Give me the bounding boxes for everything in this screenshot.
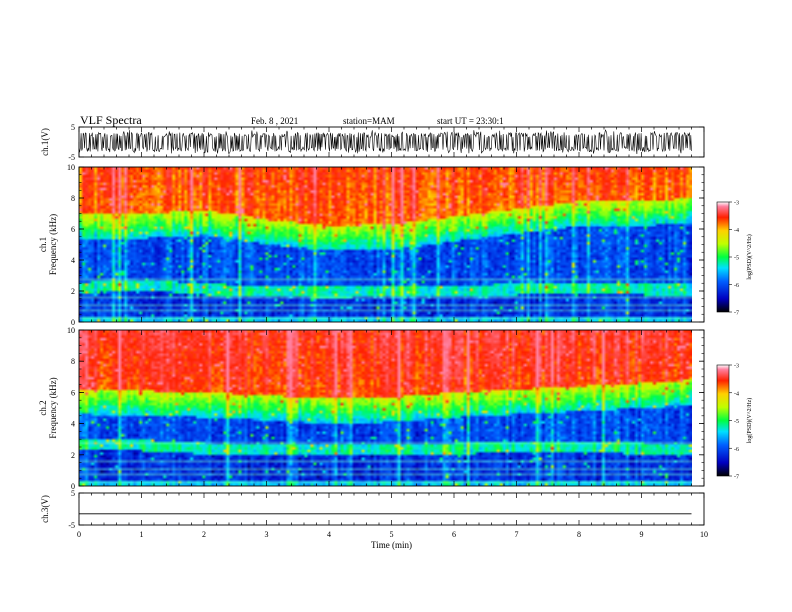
ch1-spectrogram-colorbar-tick-label: -4 — [734, 228, 739, 234]
ch1-spectrogram-colorbar — [716, 201, 730, 313]
ch3-y-tick-label: -5 — [68, 521, 75, 530]
x-tick-label: 9 — [640, 530, 644, 539]
start-time-label: start UT = 23:30:1 — [437, 116, 504, 126]
x-tick-label: 10 — [700, 530, 708, 539]
time-axis: 0 1 2 3 4 5 6 7 8 9 10 Time (min) — [77, 530, 708, 550]
ch2-spectrogram-colorbar-tick-label: -4 — [734, 391, 739, 397]
ch1-spectrogram-y-tick-label: 10 — [67, 163, 75, 172]
ch2-spectrogram-colorbar-tick-label: -7 — [734, 475, 739, 481]
ch2-spectrogram-colorbar-tick-label: -3 — [734, 364, 739, 370]
ch1-spectrogram-y-tick-label: 6 — [71, 225, 75, 234]
ch2-spectrogram-y-tick-label: 6 — [71, 388, 75, 397]
x-tick-label: 4 — [327, 530, 331, 539]
x-tick-label: 2 — [202, 530, 206, 539]
figure-title: VLF Spectra — [80, 113, 142, 127]
ch2-spectrogram-colorbar — [716, 364, 730, 477]
ch2-spectrogram-y-tick-label: 8 — [71, 357, 75, 366]
ch2-spectrogram-y-tick-label: 10 — [67, 326, 75, 335]
ch1-spectrogram-y-tick-label: 0 — [71, 318, 75, 327]
ch1-spectrogram-colorbar-tick-label: -5 — [734, 256, 739, 262]
date-label: Feb. 8 , 2021 — [251, 116, 299, 126]
ch1-spectrogram-colorbar-label: log(PSD)(V^2/Hz) — [746, 234, 753, 279]
ch1-waveform-panel: 5 -5 ch.1(V) — [40, 123, 705, 162]
ch2-spectrogram-ylabel-channel: ch.2 — [38, 400, 48, 415]
ch1-spectrogram-y-tick-label: 4 — [71, 256, 75, 265]
x-tick-label: 8 — [577, 530, 581, 539]
ch1-spectrogram-heatmap — [79, 167, 692, 322]
x-axis-label: Time (min) — [371, 540, 412, 550]
colorbars: -3 -4 -5 -6 -7 log(PSD)(V^2/Hz) -3 -4 -5 -6 -7 log(… — [716, 201, 753, 481]
ch2-spectrogram-colorbar-tick-label: -6 — [734, 447, 739, 453]
ch2-spectrogram-colorbar-tick-label: -5 — [734, 419, 739, 425]
ch2-spectrogram-y-tick-label: 0 — [71, 482, 75, 491]
ch2-spectrogram-y-tick-label: 4 — [71, 420, 75, 429]
ch1-waveform-ylabel: ch.1(V) — [40, 128, 50, 156]
station-label: station=MAM — [343, 116, 395, 126]
ch1-spectrogram-colorbar-tick-label: -6 — [734, 283, 739, 289]
x-tick-label: 6 — [452, 530, 456, 539]
ch1-y-tick-label: 5 — [71, 123, 75, 132]
ch1-spectrogram-colorbar-tick-label: -3 — [734, 201, 739, 207]
ch1-spectrogram-ylabel-frequency: Frequency (kHz) — [48, 214, 58, 275]
ch3-waveform-ylabel: ch.3(V) — [40, 495, 50, 523]
ch2-spectrogram-y-tick-label: 2 — [71, 451, 75, 460]
ch2-spectrogram-panel: 0 2 4 6 8 10 ch.2 Frequency (kHz) — [38, 326, 705, 491]
ch3-y-tick-label: 5 — [71, 489, 75, 498]
ch2-spectrogram-heatmap — [79, 330, 692, 486]
x-tick-label: 1 — [140, 530, 144, 539]
ch1-y-tick-label: -5 — [68, 153, 75, 162]
ch1-spectrogram-y-tick-label: 2 — [71, 287, 75, 296]
ch3-waveform-panel: 5 -5 ch.3(V) — [40, 489, 705, 530]
ch1-spectrogram-panel: 0 2 4 6 8 10 ch.1 Frequency (kHz) — [38, 163, 705, 327]
ch2-spectrogram-ylabel-frequency: Frequency (kHz) — [48, 377, 58, 438]
ch1-spectrogram-ylabel-channel: ch.1 — [38, 237, 48, 252]
x-tick-label: 3 — [265, 530, 269, 539]
ch1-spectrogram-colorbar-tick-label: -7 — [734, 311, 739, 317]
x-tick-label: 5 — [390, 530, 394, 539]
ch1-spectrogram-y-tick-label: 8 — [71, 194, 75, 203]
x-tick-label: 0 — [77, 530, 81, 539]
ch2-spectrogram-colorbar-label: log(PSD)(V^2/Hz) — [746, 398, 753, 443]
x-tick-label: 7 — [515, 530, 519, 539]
ch1-waveform-line — [78, 129, 692, 155]
